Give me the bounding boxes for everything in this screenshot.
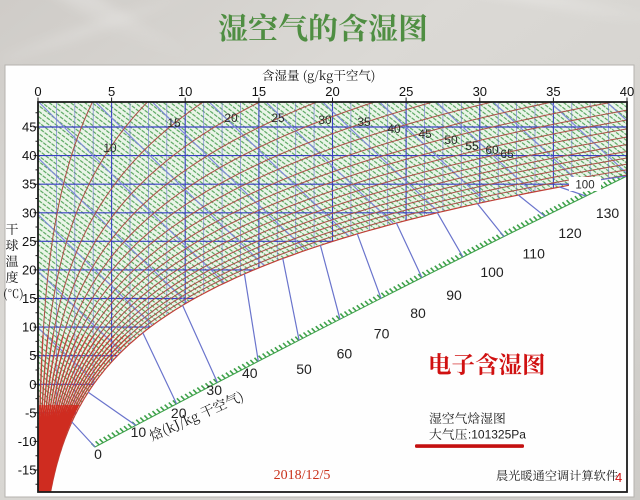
svg-text:100: 100 xyxy=(480,264,504,280)
svg-text:50: 50 xyxy=(444,133,458,147)
svg-text:120: 120 xyxy=(558,225,582,241)
svg-text:45: 45 xyxy=(418,127,432,141)
svg-text:40: 40 xyxy=(22,148,36,163)
svg-text:40: 40 xyxy=(242,365,258,381)
svg-text:65: 65 xyxy=(500,147,514,161)
svg-text:15: 15 xyxy=(252,84,266,99)
svg-text:50: 50 xyxy=(296,361,312,377)
svg-text:100: 100 xyxy=(575,180,594,192)
svg-text:10: 10 xyxy=(103,141,117,155)
svg-text:25: 25 xyxy=(22,234,36,249)
svg-text:20: 20 xyxy=(224,111,238,125)
svg-text:-10: -10 xyxy=(18,434,37,449)
svg-text:45: 45 xyxy=(22,120,36,135)
svg-text:40: 40 xyxy=(387,122,401,136)
svg-text:35: 35 xyxy=(546,84,560,99)
svg-text:30: 30 xyxy=(473,84,487,99)
svg-text:15: 15 xyxy=(167,116,181,130)
svg-text:10: 10 xyxy=(131,424,147,440)
svg-text:130: 130 xyxy=(596,205,620,221)
svg-text:15: 15 xyxy=(22,291,36,306)
svg-text:40: 40 xyxy=(620,84,634,99)
svg-text:70: 70 xyxy=(374,326,390,342)
svg-text:0: 0 xyxy=(34,84,41,99)
svg-text:20: 20 xyxy=(171,405,187,421)
svg-text:0: 0 xyxy=(94,446,102,462)
svg-text:35: 35 xyxy=(357,115,371,129)
svg-text:10: 10 xyxy=(22,320,36,335)
svg-text:5: 5 xyxy=(108,84,115,99)
svg-text:20: 20 xyxy=(325,84,339,99)
svg-text:30: 30 xyxy=(22,205,36,220)
svg-text:55: 55 xyxy=(465,139,479,153)
svg-text:30: 30 xyxy=(318,113,332,127)
svg-text:30: 30 xyxy=(206,382,222,398)
svg-text:2018/12/5: 2018/12/5 xyxy=(274,468,331,483)
svg-text:60: 60 xyxy=(337,345,353,361)
svg-text:-5: -5 xyxy=(25,405,37,420)
svg-text:25: 25 xyxy=(399,84,413,99)
svg-text::101325Pa: :101325Pa xyxy=(468,428,526,442)
svg-text:60: 60 xyxy=(485,143,499,157)
svg-text:0: 0 xyxy=(29,377,36,392)
svg-text:4: 4 xyxy=(615,470,622,485)
svg-text:90: 90 xyxy=(446,287,462,303)
svg-text:5: 5 xyxy=(29,348,36,363)
svg-text:35: 35 xyxy=(22,177,36,192)
svg-text:110: 110 xyxy=(523,246,546,262)
svg-text:25: 25 xyxy=(271,111,285,125)
svg-text:10: 10 xyxy=(178,84,192,99)
svg-text:20: 20 xyxy=(22,262,36,277)
svg-text:-15: -15 xyxy=(18,463,37,478)
svg-text:80: 80 xyxy=(410,305,426,321)
